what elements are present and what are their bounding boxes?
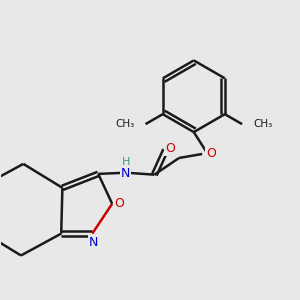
Text: N: N bbox=[89, 236, 98, 249]
Text: O: O bbox=[114, 197, 124, 210]
Text: CH₃: CH₃ bbox=[115, 119, 134, 129]
Text: N: N bbox=[121, 167, 130, 180]
Text: H: H bbox=[122, 157, 130, 166]
Text: O: O bbox=[206, 148, 216, 160]
Text: O: O bbox=[165, 142, 175, 154]
Text: CH₃: CH₃ bbox=[253, 119, 272, 129]
